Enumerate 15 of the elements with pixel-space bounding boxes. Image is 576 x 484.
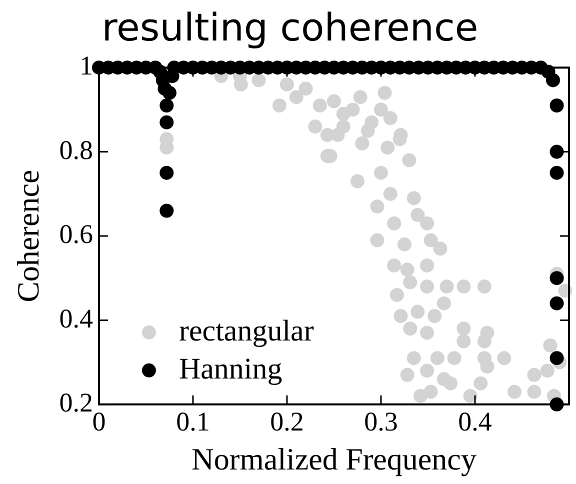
- y-tick-label: 0.8: [59, 134, 93, 165]
- x-tick-label: 0.3: [364, 406, 398, 437]
- x-axis-title: Normalized Frequency: [192, 442, 477, 477]
- x-tick-label: 0: [92, 406, 106, 437]
- y-tick-label: 0.2: [59, 387, 93, 418]
- y-tick-label: 1: [79, 50, 93, 81]
- chart-title: resulting coherence: [102, 6, 478, 50]
- x-tick-label: 0.1: [176, 406, 210, 437]
- y-axis-title: Coherence: [10, 170, 46, 302]
- x-tick-label: 0.4: [458, 406, 492, 437]
- legend-label: Hanning: [178, 352, 282, 386]
- y-tick-label: 0.4: [59, 303, 94, 334]
- y-tick-label: 0.6: [59, 219, 93, 250]
- x-tick-label: 0.2: [270, 406, 304, 437]
- legend-label: rectangular: [178, 314, 314, 348]
